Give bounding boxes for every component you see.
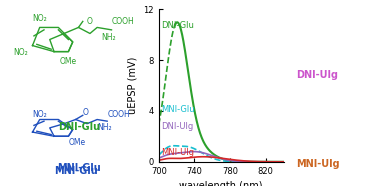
Text: MNI-Glu: MNI-Glu: [57, 163, 101, 173]
X-axis label: wavelength (nm): wavelength (nm): [180, 181, 263, 186]
Text: NO₂: NO₂: [14, 48, 28, 57]
Text: DNI-Glu: DNI-Glu: [58, 122, 101, 132]
Text: MNI-Glu: MNI-Glu: [54, 166, 98, 176]
Text: MNI-Ulg: MNI-Ulg: [296, 159, 339, 169]
Text: OMe: OMe: [68, 138, 85, 147]
Y-axis label: uEPSP (mV): uEPSP (mV): [128, 57, 138, 114]
Text: NH₂: NH₂: [101, 33, 116, 41]
Text: DNI-Ulg: DNI-Ulg: [296, 70, 339, 80]
Text: COOH: COOH: [112, 17, 134, 26]
Text: OMe: OMe: [60, 57, 77, 66]
Text: MNI-Ulg: MNI-Ulg: [161, 148, 194, 158]
Text: O: O: [83, 108, 89, 117]
Text: DNI-Glu: DNI-Glu: [161, 21, 194, 30]
Text: MNI-Glu: MNI-Glu: [161, 105, 195, 114]
Text: NO₂: NO₂: [33, 110, 47, 119]
Text: O: O: [87, 17, 93, 26]
Text: DNI-Ulg: DNI-Ulg: [161, 122, 194, 131]
Text: NH₂: NH₂: [97, 123, 112, 132]
Text: COOH: COOH: [107, 110, 130, 119]
Text: NO₂: NO₂: [32, 14, 47, 23]
